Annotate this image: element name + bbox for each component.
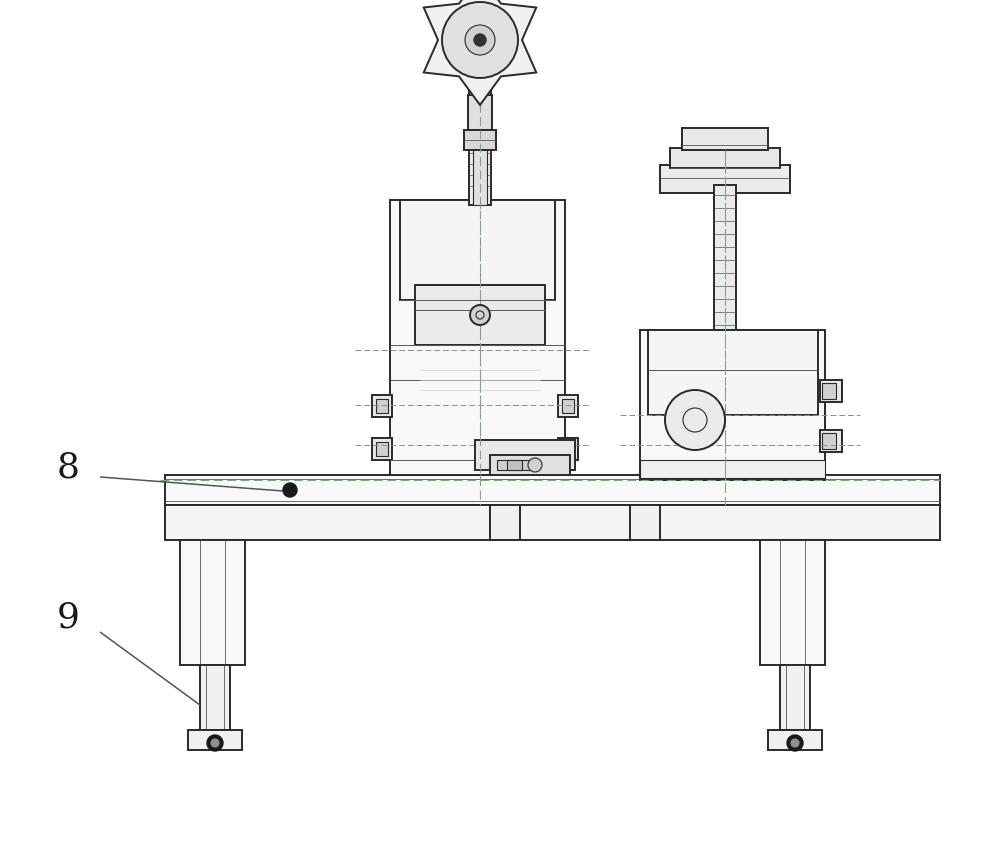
Bar bbox=[376, 399, 388, 413]
Circle shape bbox=[528, 458, 542, 472]
Bar bbox=[468, 95, 492, 130]
Bar bbox=[200, 665, 230, 730]
Bar bbox=[400, 200, 555, 300]
Bar bbox=[822, 383, 836, 399]
Bar bbox=[180, 540, 245, 665]
Circle shape bbox=[207, 735, 223, 751]
Bar bbox=[490, 505, 520, 540]
Circle shape bbox=[665, 390, 725, 450]
Bar bbox=[670, 148, 780, 168]
Circle shape bbox=[787, 735, 803, 751]
Text: 8: 8 bbox=[56, 450, 80, 484]
Circle shape bbox=[283, 483, 297, 497]
Circle shape bbox=[791, 739, 799, 747]
Bar bbox=[822, 433, 836, 449]
Bar bbox=[469, 60, 491, 205]
Circle shape bbox=[470, 305, 490, 325]
Bar bbox=[648, 330, 818, 415]
Circle shape bbox=[442, 2, 518, 78]
Bar bbox=[475, 440, 575, 470]
Bar bbox=[165, 505, 940, 540]
Bar bbox=[558, 395, 578, 417]
Bar bbox=[415, 285, 545, 345]
Bar bbox=[682, 128, 768, 150]
Circle shape bbox=[474, 34, 486, 46]
Bar bbox=[165, 475, 940, 505]
Bar bbox=[464, 130, 496, 150]
Bar bbox=[562, 442, 574, 456]
Bar bbox=[640, 330, 825, 480]
Text: 9: 9 bbox=[57, 601, 79, 635]
Bar bbox=[630, 505, 660, 540]
Bar bbox=[473, 130, 487, 205]
Bar bbox=[188, 730, 242, 750]
Bar bbox=[490, 455, 570, 475]
Bar bbox=[714, 185, 736, 370]
Polygon shape bbox=[424, 0, 536, 105]
Bar bbox=[497, 460, 532, 470]
Circle shape bbox=[211, 739, 219, 747]
Bar bbox=[820, 380, 842, 402]
Bar bbox=[640, 460, 825, 478]
Circle shape bbox=[465, 25, 495, 55]
Bar bbox=[372, 395, 392, 417]
Bar bbox=[820, 430, 842, 452]
Bar bbox=[372, 438, 392, 460]
Bar bbox=[507, 460, 522, 470]
Bar bbox=[768, 730, 822, 750]
Bar bbox=[376, 442, 388, 456]
Bar bbox=[780, 665, 810, 730]
Bar bbox=[390, 200, 565, 475]
Bar bbox=[558, 438, 578, 460]
Bar bbox=[760, 540, 825, 665]
Bar bbox=[660, 165, 790, 193]
Bar bbox=[562, 399, 574, 413]
